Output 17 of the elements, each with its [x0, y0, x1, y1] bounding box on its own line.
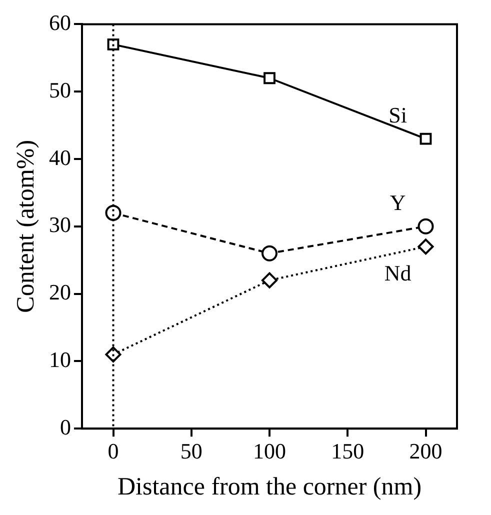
- x-axis-title: Distance from the corner (nm): [117, 474, 422, 501]
- y-tick-label: 40: [49, 144, 71, 170]
- x-tick-label: 100: [253, 438, 286, 464]
- x-tick-label: 150: [331, 438, 364, 464]
- y-axis-title: Content (atom%): [12, 140, 40, 313]
- y-tick-label: 60: [49, 10, 71, 35]
- y-tick-label: 10: [49, 346, 71, 372]
- y-tick-label: 20: [49, 280, 71, 305]
- x-tick-label: 50: [180, 438, 202, 464]
- y-tick-label: 30: [49, 212, 71, 238]
- series-label: Y: [390, 190, 406, 216]
- x-tick-label: 0: [108, 438, 119, 464]
- y-tick-label: 50: [49, 77, 71, 102]
- series-label: Si: [388, 102, 407, 128]
- x-tick-label: 200: [409, 438, 442, 464]
- series-label: Nd: [384, 260, 412, 286]
- y-tick-label: 0: [60, 414, 71, 440]
